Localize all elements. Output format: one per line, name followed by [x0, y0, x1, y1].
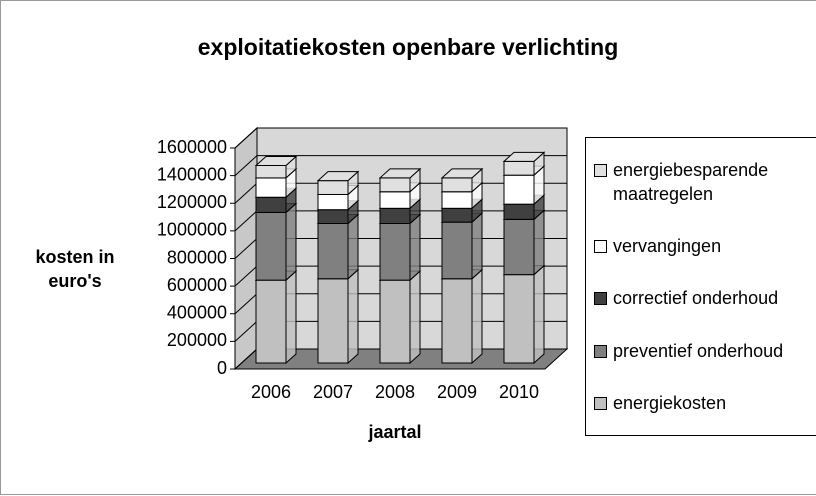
bar — [441, 191, 473, 209]
grid-line-side — [234, 293, 258, 315]
legend-item: energiebesparende maatregelen — [594, 158, 816, 206]
x-tick-label: 2010 — [499, 382, 539, 402]
legend-swatch — [594, 344, 607, 358]
y-tick-label: 600000 — [167, 275, 227, 295]
legend-label: energiekosten — [613, 392, 727, 413]
grid-line-side — [234, 182, 258, 204]
bar — [441, 278, 473, 364]
bar — [441, 177, 473, 193]
bar-side — [533, 264, 545, 365]
legend: energiebesparende maatregelen vervanginge… — [585, 137, 816, 436]
bar — [317, 180, 349, 195]
bar — [503, 218, 535, 276]
grid-line-side — [234, 127, 258, 149]
bar-side — [285, 270, 297, 365]
bar-top — [378, 168, 422, 179]
bar-side — [533, 209, 545, 276]
legend-label: correctief onderhoud — [613, 288, 779, 309]
legend-item: vervangingen — [594, 234, 816, 258]
bar-side — [347, 268, 359, 365]
chart-title: exploitatiekosten openbare verlichting — [197, 34, 619, 60]
grid-line-side — [234, 238, 258, 259]
bar — [317, 209, 349, 224]
bar-side — [285, 202, 297, 282]
legend-label: vervangingen — [613, 236, 722, 257]
legend-swatch — [594, 292, 607, 306]
bar-side — [409, 270, 421, 365]
y-tick-label: 0 — [217, 358, 227, 378]
y-tick-label: 1200000 — [157, 192, 227, 212]
legend-swatch — [594, 240, 607, 254]
grid-line-side — [234, 321, 258, 342]
y-tick-label: 800000 — [167, 247, 227, 267]
legend-label: preventief onderhoud — [613, 340, 784, 361]
bar — [255, 196, 287, 213]
bar-side — [347, 213, 359, 280]
bar-top — [316, 171, 360, 182]
x-tick-label: 2009 — [437, 382, 477, 402]
x-tick-label: 2006 — [251, 382, 291, 402]
grid-line-side — [234, 348, 258, 370]
grid-line-side — [234, 265, 258, 287]
bar — [379, 279, 411, 364]
legend-label: energiebesparende maatregelen — [613, 160, 769, 205]
y-tick-label: 1600000 — [157, 137, 227, 157]
bar — [255, 211, 287, 281]
bar-top — [254, 155, 298, 166]
bar — [379, 177, 411, 193]
bar-top — [440, 168, 484, 179]
y-axis-title: kosten in euro's — [35, 247, 115, 291]
y-tick-label: 200000 — [167, 330, 227, 350]
bar — [503, 174, 535, 205]
bar — [379, 207, 411, 224]
bar — [503, 203, 535, 220]
bar-top — [502, 151, 546, 162]
bar — [503, 160, 535, 176]
y-tick-label: 400000 — [167, 303, 227, 323]
bar — [255, 164, 287, 179]
bar — [441, 207, 473, 223]
bar-side — [471, 211, 483, 280]
bar — [317, 193, 349, 211]
bar — [379, 191, 411, 209]
x-axis-title: jaartal — [368, 422, 422, 442]
bar — [255, 177, 287, 198]
legend-item: energiekosten — [594, 391, 816, 415]
x-tick-label: 2007 — [313, 382, 353, 402]
bar — [379, 222, 411, 281]
y-tick-label: 1400000 — [157, 164, 227, 184]
bar — [317, 222, 349, 280]
bar-side — [471, 268, 483, 365]
bar — [255, 279, 287, 364]
grid-line-side — [234, 155, 258, 176]
bar-side — [409, 213, 421, 282]
bar — [317, 278, 349, 364]
grid-line-side — [234, 210, 258, 232]
legend-item: preventief onderhoud — [594, 339, 816, 363]
bar — [441, 221, 473, 280]
legend-swatch — [594, 164, 607, 178]
legend-item: correctief onderhoud — [594, 286, 816, 310]
y-tick-label: 1000000 — [157, 220, 227, 240]
legend-swatch — [594, 396, 607, 410]
x-tick-label: 2008 — [375, 382, 415, 402]
bar — [503, 274, 535, 364]
